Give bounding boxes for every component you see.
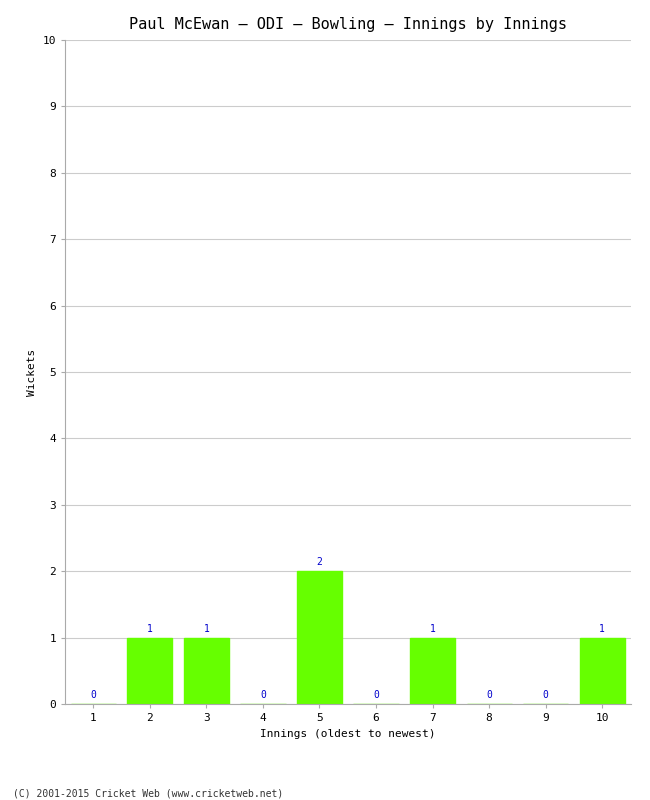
Text: 1: 1 <box>203 624 209 634</box>
Text: 2: 2 <box>317 558 322 567</box>
Bar <box>410 638 455 704</box>
Y-axis label: Wickets: Wickets <box>27 348 37 396</box>
Text: 0: 0 <box>260 690 266 700</box>
Text: (C) 2001-2015 Cricket Web (www.cricketweb.net): (C) 2001-2015 Cricket Web (www.cricketwe… <box>13 788 283 798</box>
Bar <box>297 571 342 704</box>
Text: 1: 1 <box>147 624 153 634</box>
Text: 1: 1 <box>599 624 605 634</box>
Bar <box>580 638 625 704</box>
Text: 1: 1 <box>430 624 436 634</box>
Text: 0: 0 <box>373 690 379 700</box>
Bar <box>184 638 229 704</box>
Bar <box>127 638 172 704</box>
Text: 0: 0 <box>90 690 96 700</box>
Text: 0: 0 <box>543 690 549 700</box>
Title: Paul McEwan – ODI – Bowling – Innings by Innings: Paul McEwan – ODI – Bowling – Innings by… <box>129 17 567 32</box>
Text: 0: 0 <box>486 690 492 700</box>
X-axis label: Innings (oldest to newest): Innings (oldest to newest) <box>260 729 436 738</box>
